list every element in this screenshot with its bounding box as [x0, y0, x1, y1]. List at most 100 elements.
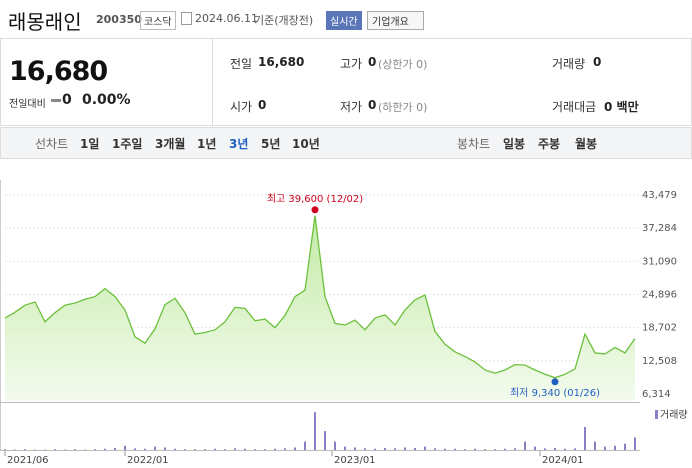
company-button[interactable]: 기업개요 [367, 11, 424, 30]
volume-bar [194, 449, 196, 450]
stat-label: 저가 [340, 100, 363, 114]
tab[interactable]: 1일 [80, 137, 100, 151]
volume-bar [354, 447, 356, 450]
price-line [4, 215, 636, 379]
volume-bar [434, 448, 436, 450]
stat-sub: (상한가 0) [378, 58, 428, 71]
volume-bar [624, 443, 626, 450]
volume-bar [234, 448, 236, 450]
volume-bar [284, 448, 286, 450]
volume-bar [164, 447, 166, 450]
volume-bar [374, 448, 376, 450]
current-price: 16,680 [9, 56, 108, 87]
stat-label: 전일 [230, 57, 253, 71]
stat-value: 0 [258, 98, 267, 112]
y-tick-label: 24,896 [642, 290, 677, 301]
volume-bar [594, 441, 596, 450]
volume-bar [74, 449, 76, 450]
stat-label: 거래대금 [552, 100, 597, 114]
change: 0 [62, 92, 72, 108]
volume-bar [414, 447, 416, 450]
volume-bar [294, 447, 296, 450]
volume-bar [564, 448, 566, 450]
volume-bar [544, 448, 546, 450]
volume-bar [514, 448, 516, 450]
volume-bar [304, 441, 306, 450]
volume-bar [504, 448, 506, 450]
tab[interactable]: 10년 [292, 137, 320, 151]
stock-code: 200350 [96, 13, 142, 26]
volume-bar [264, 449, 266, 450]
volume-bar [584, 426, 586, 450]
stat-value: 0 [593, 55, 602, 69]
tab-group-label: 선차트 [35, 137, 69, 151]
volume-bar [364, 448, 366, 450]
volume-bar [184, 449, 186, 450]
tab[interactable]: 3년 [229, 137, 249, 151]
volume-bar [224, 449, 226, 450]
volume-bar [524, 441, 526, 450]
volume-bar [534, 446, 536, 450]
volume-bar [484, 449, 486, 450]
x-tick-label: 2022/01 [127, 455, 169, 466]
tab[interactable]: 1주일 [112, 137, 143, 151]
divider [212, 39, 213, 125]
y-tick-label: 12,508 [642, 356, 677, 367]
tab[interactable]: 일봉 [503, 137, 526, 151]
volume-bar [464, 449, 466, 450]
change-rate: 0.00% [82, 92, 131, 108]
volume-bar [404, 447, 406, 450]
tab[interactable]: 3개월 [155, 137, 186, 151]
volume-bar [104, 448, 106, 450]
basis: 기준(개장전) [254, 14, 314, 27]
y-tick-label: 18,702 [642, 323, 677, 334]
tab[interactable]: 5년 [261, 137, 281, 151]
stat-value: 0 [368, 55, 377, 69]
volume-bar [134, 448, 136, 450]
stat-value: 16,680 [258, 55, 305, 69]
stat-label: 시가 [230, 100, 253, 114]
stat-value: 0 백만 [604, 100, 639, 114]
volume-bar [574, 448, 576, 450]
area-fill [5, 215, 635, 401]
volume-bar [274, 448, 276, 450]
volume-bar [384, 447, 386, 450]
volume-bar [474, 448, 476, 450]
x-tick-label: 2021/06 [7, 455, 49, 466]
volume-bar [454, 448, 456, 450]
date: 2024.06.11 [195, 12, 258, 25]
y-tick-label: 31,090 [642, 256, 677, 267]
y-tick-label: 43,479 [642, 190, 677, 201]
tab[interactable]: 1년 [197, 137, 217, 151]
volume-bar [424, 446, 426, 450]
volume-bar [344, 446, 346, 450]
volume-bar [214, 448, 216, 450]
low-dot [551, 378, 559, 386]
volume-bar [494, 449, 496, 450]
tab[interactable]: 월봉 [575, 137, 598, 151]
stat-value: 0 [368, 98, 377, 112]
volume-bar [554, 447, 556, 450]
realtime-badge[interactable]: 실시간 [326, 11, 362, 30]
legend-swatch [655, 410, 658, 419]
volume-bar [94, 449, 96, 450]
y-tick-label: 6,314 [642, 389, 671, 400]
volume-bar [634, 437, 636, 450]
volume-bar [314, 412, 316, 450]
volume-bar [324, 431, 326, 450]
volume-bar [604, 446, 606, 450]
legend-label: 거래량 [660, 409, 688, 421]
tab-bar [0, 127, 692, 159]
volume-bar [114, 447, 116, 450]
y-tick-label: 37,284 [642, 223, 677, 234]
doc-icon [181, 12, 192, 25]
change-label: 전일대비 [9, 99, 46, 110]
volume-bar [174, 448, 176, 450]
volume-bar [244, 448, 246, 450]
volume-bar [54, 449, 56, 450]
volume-bar [4, 449, 6, 450]
low-label: 최저 9,340 (01/26) [510, 387, 600, 399]
stat-label: 고가 [340, 57, 363, 71]
tab[interactable]: 주봉 [538, 137, 561, 151]
